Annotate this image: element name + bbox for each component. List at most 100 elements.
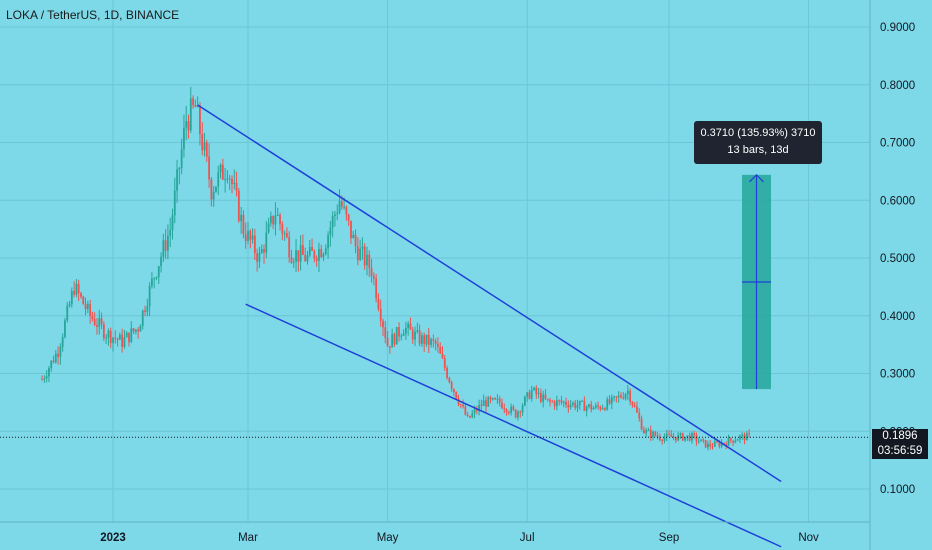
candle-body	[212, 191, 215, 200]
candle-body	[434, 340, 437, 344]
y-tick-label: 0.5000	[880, 253, 915, 265]
candle-body	[725, 443, 728, 446]
candle-body	[164, 240, 167, 251]
candle-body	[395, 327, 398, 345]
candle-body	[155, 277, 158, 279]
x-tick-label: May	[377, 532, 399, 544]
candle-body	[132, 328, 135, 332]
candle-body	[404, 327, 407, 334]
candle-body	[539, 392, 542, 402]
candle-body	[507, 412, 510, 414]
candle-body	[645, 430, 648, 434]
candle-body	[189, 98, 192, 131]
candle-body	[295, 250, 297, 262]
candle-body	[574, 402, 577, 408]
candle-body	[210, 179, 213, 200]
candle-body	[544, 394, 547, 399]
candle-body	[338, 201, 341, 213]
candle-body	[613, 396, 616, 398]
candle-body	[219, 164, 222, 173]
x-tick-label: Jul	[520, 532, 535, 544]
candle-body	[215, 186, 217, 192]
candle-body	[217, 172, 220, 187]
candle-body	[482, 400, 485, 406]
candle-body	[121, 334, 124, 347]
candle-body	[601, 408, 604, 410]
candle-body	[382, 320, 384, 328]
candle-body	[462, 404, 464, 407]
x-tick-label: Nov	[798, 532, 819, 544]
candle-body	[624, 394, 627, 399]
candle-body	[459, 404, 462, 406]
candle-body	[345, 206, 348, 215]
candle-body	[347, 214, 350, 221]
candle-body	[411, 329, 414, 340]
candle-body	[276, 214, 279, 216]
candle-body	[157, 266, 160, 278]
candle-body	[208, 156, 211, 180]
candle-body	[54, 353, 57, 363]
candle-body	[636, 406, 638, 413]
candle-body	[359, 248, 362, 261]
candle-body	[308, 246, 311, 256]
candle-body	[185, 121, 188, 128]
candle-body	[336, 212, 339, 215]
measure-tool[interactable]	[742, 173, 771, 390]
candle-body	[498, 398, 501, 403]
candle-body	[496, 398, 499, 400]
candle-body	[565, 401, 567, 405]
candle-body	[137, 329, 140, 332]
candle-body	[546, 398, 549, 400]
candle-body	[123, 337, 126, 347]
candle-body	[572, 402, 574, 405]
candle-body	[324, 248, 327, 255]
candle-body	[288, 237, 291, 258]
candle-body	[352, 234, 355, 239]
candle-body	[315, 258, 318, 261]
candle-body	[439, 346, 442, 354]
candle-body	[114, 337, 117, 339]
candle-body	[183, 127, 185, 150]
candle-body	[43, 378, 46, 380]
candle-body	[741, 434, 744, 436]
candle-body	[57, 353, 59, 357]
candle-body	[61, 337, 64, 347]
candle-body	[144, 310, 146, 312]
trendlines[interactable]	[197, 104, 782, 548]
candle-body	[640, 418, 643, 430]
candle-body	[283, 233, 286, 235]
candle-body	[363, 246, 366, 266]
candle-body	[583, 400, 586, 411]
candle-body	[167, 235, 169, 251]
candle-body	[521, 405, 524, 413]
candle-body	[734, 440, 737, 443]
candle-body	[285, 233, 288, 238]
candle-body	[707, 443, 709, 448]
candle-body	[686, 435, 689, 437]
candle-body	[567, 404, 570, 408]
candle-body	[697, 441, 700, 443]
candle-body	[597, 405, 599, 407]
candle-body	[578, 400, 581, 406]
candle-body	[668, 433, 670, 435]
candle-body	[263, 249, 265, 253]
candle-body	[661, 439, 664, 441]
candle-body	[148, 285, 151, 307]
candle-body	[423, 335, 426, 345]
candle-body	[736, 439, 739, 441]
candle-body	[384, 327, 387, 338]
candle-body	[407, 323, 410, 328]
candle-body	[530, 389, 533, 399]
candle-body	[160, 256, 162, 267]
candle-body	[91, 315, 94, 320]
candle-body	[487, 397, 490, 407]
candle-body	[512, 406, 515, 410]
candle-body	[265, 232, 268, 253]
candle-body	[437, 343, 439, 347]
candle-body	[82, 296, 85, 305]
candle-body	[729, 438, 732, 441]
x-tick-label: Mar	[238, 532, 258, 544]
candle-body	[656, 435, 659, 437]
